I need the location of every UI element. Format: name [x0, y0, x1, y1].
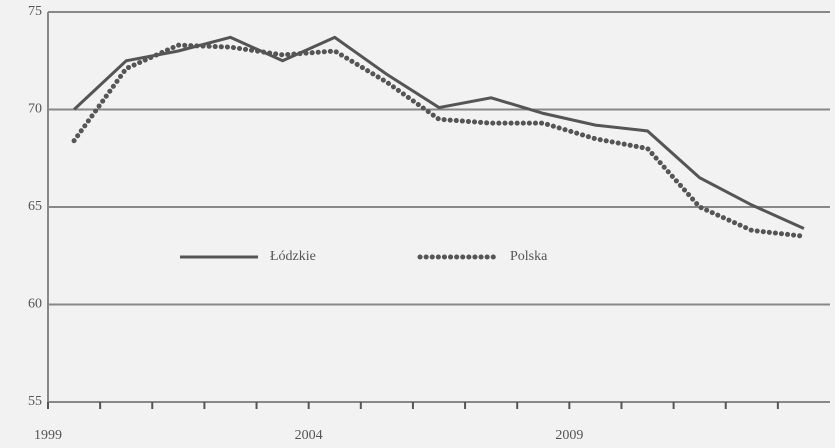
x-tick-label: 1999 [34, 428, 62, 443]
x-tick-label: 2004 [295, 428, 323, 443]
legend-label: Polska [510, 249, 548, 264]
y-tick-label: 60 [28, 297, 42, 312]
y-tick-label: 55 [28, 394, 42, 409]
series-line [71, 42, 807, 239]
y-tick-label: 75 [28, 4, 42, 19]
y-tick-label: 70 [28, 102, 42, 117]
x-tick-label: 2009 [555, 428, 583, 443]
y-tick-label: 65 [28, 199, 42, 214]
legend-label: Łódzkie [270, 249, 316, 264]
